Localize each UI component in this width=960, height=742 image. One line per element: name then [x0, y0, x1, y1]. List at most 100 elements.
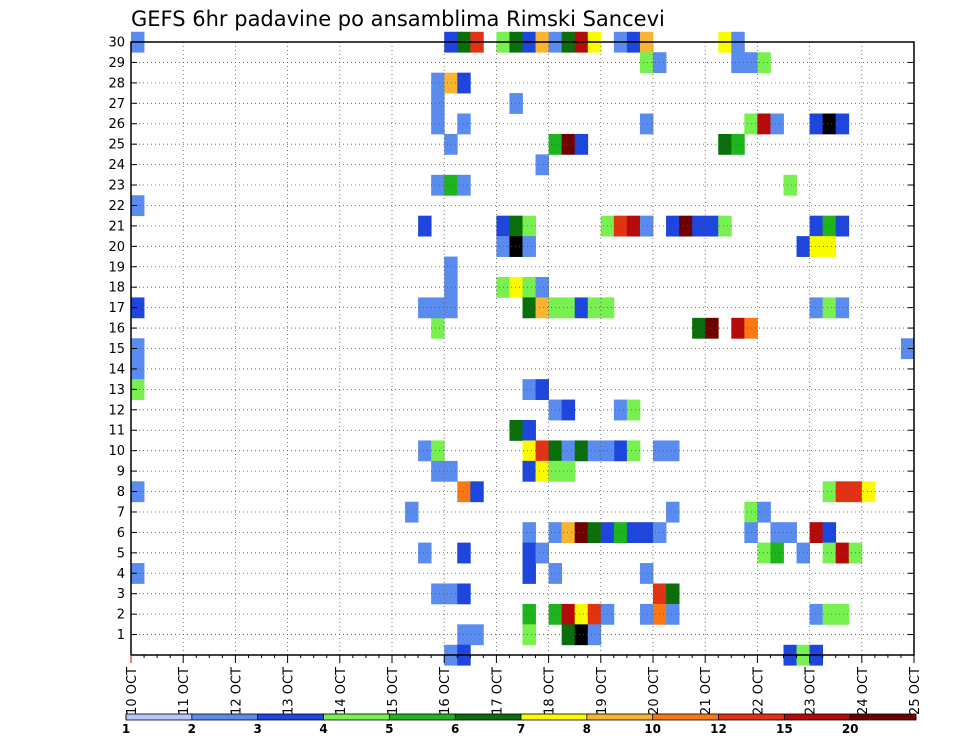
heatmap-cell — [131, 563, 145, 584]
colorbar-label: 20 — [842, 722, 859, 736]
colorbar-label: 1 — [122, 722, 130, 736]
heatmap-cell — [431, 174, 445, 196]
x-tick-label: 24 OCT — [856, 667, 871, 715]
y-tick-label: 20 — [108, 240, 125, 255]
y-tick-label: 21 — [108, 219, 125, 234]
heatmap-cell — [822, 297, 837, 319]
colorbar-label: 6 — [451, 722, 459, 736]
y-tick-label: 28 — [108, 76, 125, 91]
heatmap-cell — [783, 174, 797, 196]
y-tick-label: 27 — [108, 97, 125, 112]
y-tick-label: 3 — [117, 587, 125, 602]
heatmap-cell — [639, 52, 654, 74]
heatmap-cell — [131, 338, 145, 360]
heatmap-cell — [535, 440, 549, 462]
heatmap-cell — [822, 522, 837, 544]
heatmap-cell — [613, 522, 628, 544]
x-tick-label: 23 OCT — [804, 667, 819, 715]
grid-lines — [131, 41, 914, 655]
colorbar-segment — [126, 714, 193, 720]
y-tick-label: 25 — [108, 138, 125, 153]
y-tick-label: 18 — [108, 281, 125, 296]
y-tick-label: 11 — [108, 424, 125, 439]
y-tick-label: 7 — [117, 505, 125, 520]
heatmap-cell — [522, 440, 536, 462]
heatmap-cell — [509, 93, 523, 114]
heatmap-cell — [666, 501, 680, 523]
heatmap-cell — [770, 542, 784, 564]
heatmap-cell — [522, 297, 536, 319]
heatmap-cell — [535, 154, 549, 176]
heatmap-cell — [522, 522, 536, 544]
colorbar: 1 2 3 4 5 6 7 8 10 12 15 20 — [122, 713, 917, 736]
heatmap-cell — [809, 603, 824, 625]
heatmap-cell — [757, 542, 771, 564]
y-tick-label: 29 — [108, 56, 125, 71]
x-tick-label: 13 OCT — [282, 667, 297, 715]
heatmap-cell — [835, 542, 850, 564]
heatmap-cell — [131, 195, 145, 217]
x-tick-label: 22 OCT — [751, 667, 766, 715]
heatmap-cell — [561, 624, 576, 646]
heatmap-cell — [770, 522, 784, 544]
heatmap-cell — [131, 379, 145, 400]
heatmap-cell — [444, 256, 458, 278]
heatmap-cell — [561, 133, 576, 155]
colorbar-label: 15 — [776, 722, 793, 736]
heatmap-cell — [574, 297, 589, 319]
heatmap-cell — [522, 215, 536, 237]
heatmap-cell — [757, 113, 771, 135]
heatmap-cell — [470, 481, 484, 503]
heatmap-cell — [809, 522, 824, 544]
heatmap-cell — [666, 603, 680, 625]
heatmap-cell — [757, 52, 771, 74]
heatmap-cell — [574, 522, 589, 544]
colorbar-segment — [850, 714, 917, 720]
y-tick-label: 6 — [117, 526, 125, 541]
colorbar-segment — [784, 714, 851, 720]
heatmap-cell — [809, 297, 824, 319]
x-tick-label: 18 OCT — [543, 667, 558, 715]
heatmap-cell — [444, 174, 458, 196]
heatmap-cell — [561, 603, 576, 625]
heatmap-cell — [444, 133, 458, 155]
y-tick-label: 10 — [108, 444, 125, 459]
heatmap-cell — [718, 215, 732, 237]
heatmap-cell — [574, 133, 589, 155]
colorbar-label: 2 — [188, 722, 196, 736]
x-tick-label: 16 OCT — [438, 667, 453, 715]
heatmap-cell — [822, 215, 837, 237]
x-tick-label: 19 OCT — [595, 667, 610, 715]
heatmap-cell — [809, 113, 824, 135]
heatmap-cell — [679, 215, 693, 237]
y-tick-label: 13 — [108, 383, 125, 398]
colorbar-segment — [586, 714, 653, 720]
heatmap-cell — [444, 276, 458, 298]
heatmap-cell — [626, 215, 641, 237]
x-tick-label: 20 OCT — [647, 667, 662, 715]
heatmap-cell — [639, 113, 654, 135]
heatmap-cell — [561, 460, 576, 482]
heatmap-cell — [535, 276, 549, 298]
heatmap-cell — [613, 399, 628, 421]
heatmap-cell — [835, 113, 850, 135]
heatmap-cell — [535, 542, 549, 564]
heatmap-cell — [835, 215, 850, 237]
heatmap-cell — [809, 236, 824, 257]
colorbar-label: 12 — [710, 722, 727, 736]
y-tick-label: 14 — [108, 362, 125, 377]
colorbar-label: 5 — [385, 722, 393, 736]
y-axis: 1234567891011121314151617181920212223242… — [108, 36, 914, 643]
heatmap-cell — [535, 460, 549, 482]
heatmap-cell — [509, 236, 523, 257]
y-tick-label: 12 — [108, 403, 125, 418]
heatmap-cell — [535, 297, 549, 319]
heatmap-cell — [418, 297, 432, 319]
heatmap-cell — [444, 460, 458, 482]
heatmap-cell — [431, 113, 445, 135]
heatmap-cell — [822, 113, 837, 135]
heatmap-cells — [131, 31, 915, 666]
x-tick-label: 12 OCT — [229, 667, 244, 715]
heatmap-cell — [509, 215, 523, 237]
